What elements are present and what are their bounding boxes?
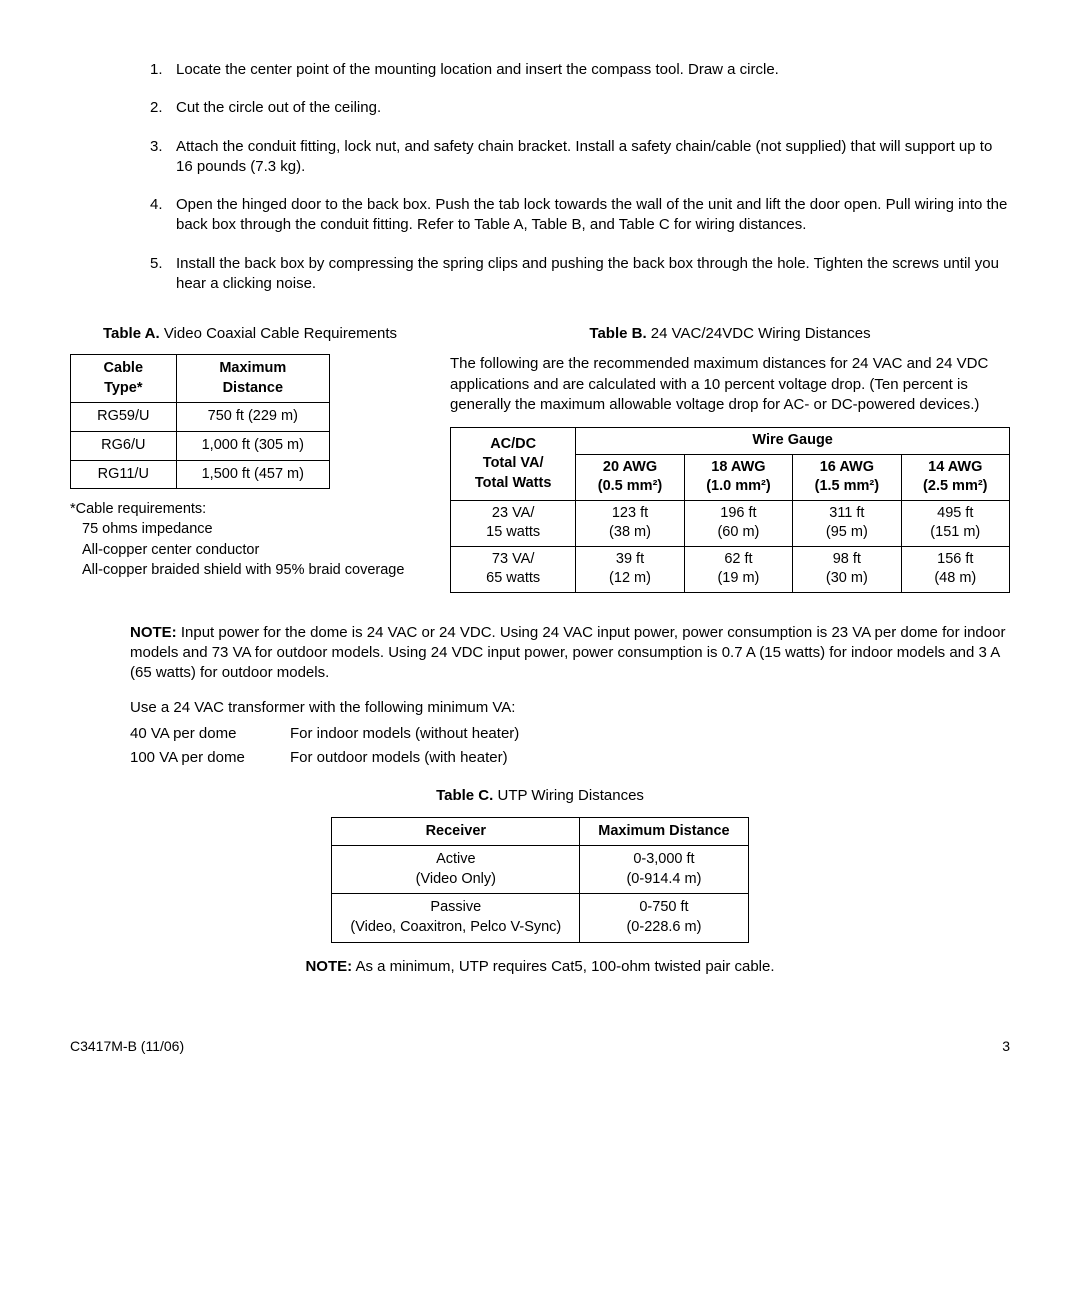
step-number: 3. (150, 137, 176, 178)
table-c-header: Receiver (332, 817, 580, 846)
step-number: 2. (150, 98, 176, 118)
footer-page-number: 3 (1002, 1037, 1010, 1056)
table-a-cell: RG6/U (71, 431, 177, 460)
table-c-cell: Passive(Video, Coaxitron, Pelco V-Sync) (332, 894, 580, 942)
numbered-steps: 1.Locate the center point of the mountin… (150, 60, 1010, 294)
table-a-cell: RG11/U (71, 460, 177, 489)
table-b-cell: 39 ft(12 m) (576, 546, 684, 592)
step-text: Open the hinged door to the back box. Pu… (176, 195, 1010, 236)
table-b-rowlabel: 73 VA/65 watts (451, 546, 576, 592)
table-b-gauge: 18 AWG(1.0 mm²) (684, 454, 792, 500)
footnote-line: All-copper braided shield with 95% braid… (82, 560, 410, 580)
va-left: 40 VA per dome (130, 724, 290, 744)
table-b: AC/DC Total VA/ Total Watts Wire Gauge 2… (450, 427, 1010, 593)
step-number: 5. (150, 254, 176, 295)
table-b-header-acdc: AC/DC Total VA/ Total Watts (451, 428, 576, 501)
table-b-cell: 156 ft(48 m) (901, 546, 1009, 592)
table-b-cell: 495 ft(151 m) (901, 500, 1009, 546)
table-a-cell: 1,500 ft (457 m) (176, 460, 329, 489)
table-b-gauge: 14 AWG(2.5 mm²) (901, 454, 1009, 500)
table-b-title: 24 VAC/24VDC Wiring Distances (651, 325, 871, 342)
step-text: Cut the circle out of the ceiling. (176, 98, 1010, 118)
va-right: For indoor models (without heater) (290, 724, 1010, 744)
use-transformer-line: Use a 24 VAC transformer with the follow… (130, 698, 1010, 718)
va-left: 100 VA per dome (130, 748, 290, 768)
va-spec-grid: 40 VA per domeFor indoor models (without… (130, 724, 1010, 769)
footnote-line: 75 ohms impedance (82, 519, 410, 539)
table-a-label: Table A. (103, 325, 160, 342)
note-block-2: NOTE: As a minimum, UTP requires Cat5, 1… (70, 957, 1010, 977)
note-block-1: NOTE: Input power for the dome is 24 VAC… (130, 623, 1010, 684)
table-a: Cable Type*Maximum Distance RG59/U750 ft… (70, 354, 330, 489)
table-c-label: Table C. (436, 787, 493, 804)
table-a-caption: Table A. Video Coaxial Cable Requirement… (90, 324, 410, 344)
footnote-line: All-copper center conductor (82, 540, 410, 560)
table-b-cell: 62 ft(19 m) (684, 546, 792, 592)
table-c-cell: Active(Video Only) (332, 846, 580, 894)
table-b-cell: 98 ft(30 m) (793, 546, 901, 592)
step-number: 4. (150, 195, 176, 236)
table-a-title: Video Coaxial Cable Requirements (164, 325, 397, 342)
table-b-gauge: 16 AWG(1.5 mm²) (793, 454, 901, 500)
note-label: NOTE: (130, 624, 177, 641)
step-text: Locate the center point of the mounting … (176, 60, 1010, 80)
footnote-title: *Cable requirements: (70, 499, 410, 519)
footer-left: C3417M-B (11/06) (70, 1037, 184, 1056)
page-footer: C3417M-B (11/06) 3 (70, 1037, 1010, 1056)
note-label: NOTE: (305, 958, 352, 975)
table-b-label: Table B. (589, 325, 646, 342)
note-text: Input power for the dome is 24 VAC or 24… (130, 624, 1005, 682)
table-b-gauge: 20 AWG(0.5 mm²) (576, 454, 684, 500)
table-c-title: UTP Wiring Distances (497, 787, 643, 804)
table-c-cell: 0-3,000 ft(0-914.4 m) (580, 846, 748, 894)
table-c-caption: Table C. UTP Wiring Distances (70, 786, 1010, 806)
table-b-cell: 311 ft(95 m) (793, 500, 901, 546)
table-b-header-wiregauge: Wire Gauge (576, 428, 1010, 455)
step-text: Attach the conduit fitting, lock nut, an… (176, 137, 1010, 178)
table-a-cell: RG59/U (71, 403, 177, 432)
table-c: ReceiverMaximum Distance Active(Video On… (331, 817, 748, 943)
table-a-header: Maximum Distance (176, 355, 329, 403)
va-right: For outdoor models (with heater) (290, 748, 1010, 768)
note-text: As a minimum, UTP requires Cat5, 100-ohm… (352, 958, 774, 975)
table-b-intro: The following are the recommended maximu… (450, 354, 1010, 415)
table-b-rowlabel: 23 VA/15 watts (451, 500, 576, 546)
table-a-cell: 1,000 ft (305 m) (176, 431, 329, 460)
table-c-header: Maximum Distance (580, 817, 748, 846)
table-b-cell: 123 ft(38 m) (576, 500, 684, 546)
table-a-cell: 750 ft (229 m) (176, 403, 329, 432)
table-a-footnote: *Cable requirements: 75 ohms impedance A… (70, 499, 410, 580)
step-text: Install the back box by compressing the … (176, 254, 1010, 295)
table-b-caption: Table B. 24 VAC/24VDC Wiring Distances (450, 324, 1010, 344)
table-a-header: Cable Type* (71, 355, 177, 403)
step-number: 1. (150, 60, 176, 80)
table-b-cell: 196 ft(60 m) (684, 500, 792, 546)
table-c-cell: 0-750 ft(0-228.6 m) (580, 894, 748, 942)
